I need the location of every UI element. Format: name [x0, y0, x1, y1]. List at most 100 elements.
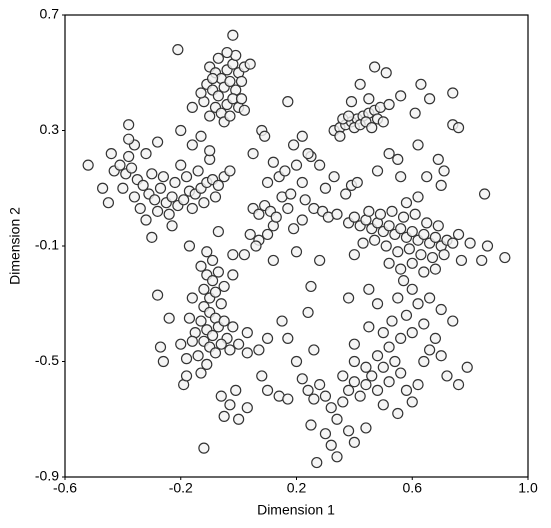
point — [123, 133, 135, 145]
y-tick-label: -0.1 — [35, 237, 59, 253]
point — [256, 370, 268, 382]
point — [238, 249, 251, 261]
point — [218, 315, 230, 327]
point — [369, 234, 381, 246]
x-tick-label: -0.2 — [169, 480, 193, 496]
point — [464, 237, 476, 249]
point — [195, 260, 207, 272]
point — [261, 228, 274, 241]
point — [227, 321, 239, 333]
point — [302, 306, 314, 319]
point — [476, 254, 488, 267]
point — [250, 240, 262, 252]
point — [244, 228, 256, 241]
x-tick-label: -0.6 — [53, 480, 77, 496]
point — [175, 159, 187, 171]
point — [235, 75, 248, 88]
point — [314, 159, 326, 171]
point — [499, 251, 511, 264]
point — [227, 29, 239, 41]
x-tick-label: 1.0 — [518, 480, 538, 496]
point — [166, 220, 178, 232]
point — [337, 396, 349, 408]
point — [383, 341, 395, 353]
point — [383, 220, 395, 232]
point — [137, 179, 149, 191]
point — [282, 332, 294, 344]
point — [152, 205, 164, 217]
x-tick-label: 0.2 — [287, 480, 307, 496]
point — [357, 237, 369, 249]
point — [290, 355, 303, 368]
point — [163, 208, 175, 220]
point — [348, 436, 360, 448]
point — [389, 355, 401, 368]
point — [377, 361, 389, 373]
point — [166, 191, 178, 203]
point — [134, 202, 146, 215]
point — [198, 283, 210, 295]
point — [154, 182, 167, 194]
y-tick-label: 0.3 — [40, 121, 60, 137]
point — [397, 211, 410, 223]
point — [371, 298, 384, 310]
point — [354, 390, 366, 402]
point — [302, 384, 314, 396]
point — [392, 407, 404, 420]
point — [424, 344, 436, 356]
point — [146, 168, 158, 180]
point — [186, 139, 198, 151]
point — [377, 399, 389, 411]
point — [363, 283, 375, 295]
point — [209, 191, 222, 203]
point — [308, 393, 320, 405]
point — [224, 75, 236, 88]
point — [345, 96, 358, 108]
point — [363, 93, 375, 105]
point — [290, 159, 303, 171]
point — [369, 61, 381, 73]
point — [447, 315, 459, 327]
point — [409, 107, 421, 119]
point — [392, 153, 404, 165]
point — [342, 384, 355, 396]
point — [348, 249, 360, 261]
point — [424, 93, 436, 105]
point — [386, 315, 398, 327]
point — [374, 208, 387, 220]
point — [455, 254, 468, 267]
point — [212, 266, 224, 278]
point — [305, 419, 317, 431]
point — [198, 442, 210, 454]
point — [395, 332, 407, 344]
point — [360, 361, 372, 373]
point — [235, 93, 248, 105]
point — [302, 148, 314, 160]
point — [395, 90, 407, 102]
point — [154, 341, 167, 353]
point — [82, 159, 94, 171]
point — [363, 321, 375, 333]
point — [157, 171, 169, 183]
point — [212, 179, 224, 191]
point — [435, 350, 447, 362]
point — [186, 202, 198, 215]
point — [183, 312, 196, 324]
point — [438, 249, 450, 261]
point — [212, 225, 224, 238]
point — [348, 211, 360, 223]
point — [383, 148, 395, 160]
point — [331, 208, 343, 220]
point — [383, 257, 395, 269]
point — [117, 182, 129, 194]
point — [105, 148, 117, 160]
point — [233, 413, 245, 425]
point — [461, 361, 473, 373]
point — [429, 231, 441, 243]
point — [157, 355, 169, 368]
point — [195, 87, 207, 99]
point — [386, 205, 398, 217]
y-tick-label: -0.9 — [35, 468, 59, 484]
point — [395, 171, 407, 183]
point — [351, 176, 363, 189]
